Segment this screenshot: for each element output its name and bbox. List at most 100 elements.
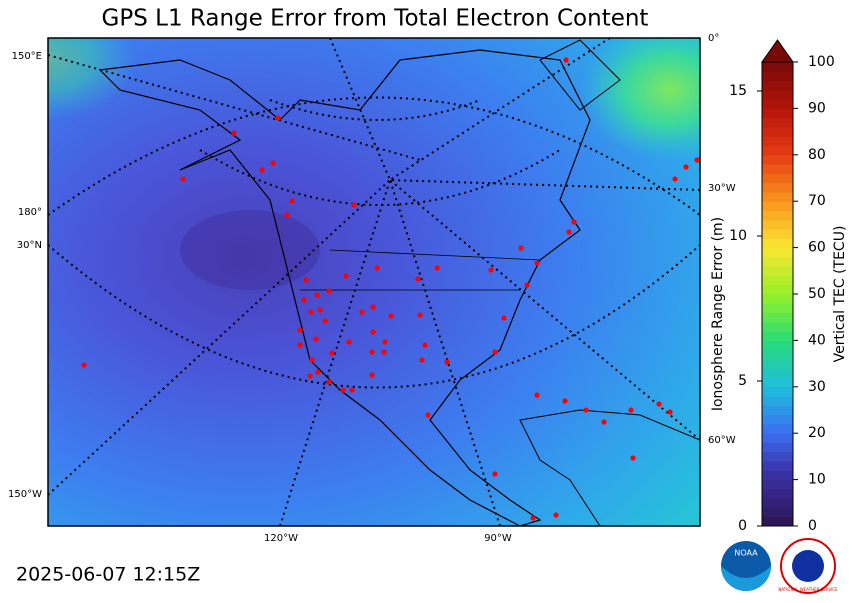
colorbar-segment	[762, 498, 793, 508]
station	[309, 357, 315, 363]
colorbar-segment	[762, 479, 793, 490]
colorbar-segment	[762, 321, 793, 332]
station	[369, 349, 375, 355]
graticule-label: 90°W	[484, 533, 512, 544]
colorbar-tick-label: 70	[808, 193, 826, 209]
station	[313, 336, 319, 342]
graticule	[48, 244, 700, 389]
colorbar-segment	[762, 507, 793, 518]
range-tick-label: 10	[729, 228, 747, 244]
colorbar-segment	[762, 219, 793, 230]
colorbar-segment	[762, 461, 793, 471]
colorbar-segment	[762, 191, 793, 202]
colorbar-segment	[762, 238, 793, 249]
colorbar-segment	[762, 99, 793, 109]
graticule-label: 0°	[708, 33, 719, 44]
station	[566, 229, 572, 235]
station	[534, 392, 540, 398]
station	[667, 409, 673, 415]
colorbar-segment	[762, 284, 793, 295]
station	[326, 288, 332, 294]
colorbar: 0 10 20 30 40 50 60 70 80 90 100 0 5 10 15	[729, 39, 835, 534]
colorbar-tick-label: 10	[808, 472, 826, 488]
colorbar-tick-label: 80	[808, 147, 826, 163]
station	[571, 219, 577, 225]
station	[492, 349, 498, 355]
station	[231, 130, 237, 136]
station	[444, 359, 450, 365]
colorbar-segment	[762, 358, 793, 369]
graticule-label: 150°W	[8, 489, 42, 500]
station	[81, 362, 87, 368]
border	[300, 249, 541, 291]
colorbar-tick-label: 20	[808, 425, 826, 441]
range-axis-label: Ionosphere Range Error (m)	[710, 217, 726, 411]
colorbar-label: Vertical TEC (TECU)	[832, 226, 848, 363]
station	[417, 312, 423, 318]
graticule-label: 60°W	[708, 435, 736, 446]
station	[297, 342, 303, 348]
nws-text: NATIONAL WEATHER SERVICE	[778, 587, 838, 592]
graticule-label: 30°N	[17, 240, 42, 251]
colorbar-segment	[762, 331, 793, 341]
colorbar-segment	[762, 303, 793, 314]
station	[303, 277, 309, 283]
station	[343, 273, 349, 279]
station	[415, 276, 421, 282]
station	[297, 327, 303, 333]
station	[381, 349, 387, 355]
colorbar-segment	[762, 126, 793, 137]
colorbar-segment	[762, 516, 793, 527]
station	[374, 265, 380, 271]
station	[553, 512, 559, 518]
map-frame	[47, 37, 701, 527]
station	[326, 379, 332, 385]
station	[492, 471, 498, 477]
map	[48, 38, 700, 526]
range-tick-label: 5	[738, 373, 747, 389]
graticule	[48, 96, 700, 216]
colorbar-segment	[762, 201, 793, 211]
station	[270, 160, 276, 166]
colorbar-segment	[762, 164, 793, 174]
station	[314, 292, 320, 298]
station	[524, 282, 530, 288]
station	[601, 419, 607, 425]
station	[419, 357, 425, 363]
colorbar-segment	[762, 210, 793, 221]
station	[683, 164, 689, 170]
colorbar-tick-label: 0	[808, 518, 817, 534]
station	[434, 265, 440, 271]
title: GPS L1 Range Error from Total Electron C…	[102, 6, 649, 32]
graticule-label: 180°	[18, 207, 42, 218]
station	[694, 157, 700, 163]
station	[672, 176, 678, 182]
station	[630, 455, 636, 461]
station	[349, 387, 355, 393]
station	[259, 167, 265, 173]
range-tick-label: 0	[738, 518, 747, 534]
colorbar-segment	[762, 182, 793, 193]
range-tick-label: 15	[729, 83, 747, 99]
colorbar-segment	[762, 80, 793, 91]
colorbar-segment	[762, 266, 793, 276]
noaa-text: NOAA	[734, 549, 758, 558]
station	[370, 304, 376, 310]
colorbar-segment	[762, 173, 793, 184]
colorbar-segment	[762, 256, 793, 267]
colorbar-segment	[762, 312, 793, 323]
station	[317, 307, 323, 313]
colorbar-segment	[762, 433, 793, 443]
station	[307, 373, 313, 379]
colorbar-segment	[762, 340, 793, 351]
station	[518, 245, 524, 251]
colorbar-segment	[762, 349, 793, 360]
station	[382, 339, 388, 345]
timestamp: 2025-06-07 12:15Z	[16, 564, 200, 586]
noaa-logo: NOAA	[721, 541, 771, 591]
station	[322, 318, 328, 324]
colorbar-segment	[762, 488, 793, 499]
station	[180, 176, 186, 182]
station	[315, 369, 321, 375]
coastline	[519, 409, 700, 526]
